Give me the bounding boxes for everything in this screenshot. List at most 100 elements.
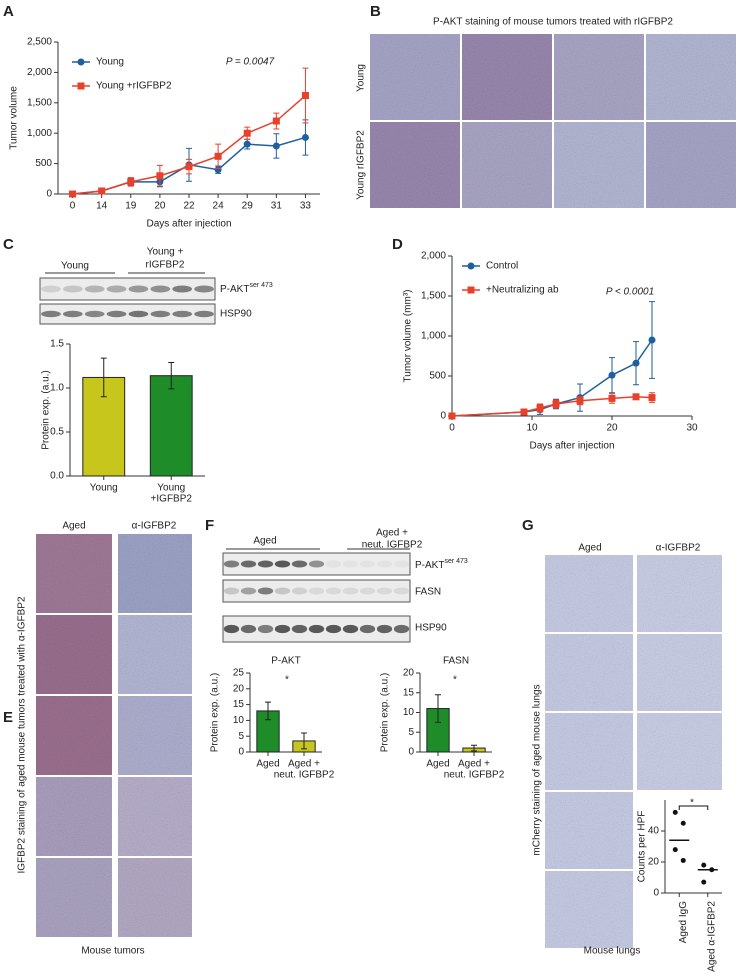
- blot-band: [308, 560, 325, 568]
- row-label: Young: [356, 64, 367, 92]
- y-tick-label: 20: [233, 683, 245, 694]
- group-label: rIGFBP2: [146, 260, 185, 271]
- x-tick-label: neut. IGFBP2: [274, 770, 335, 781]
- blot-band: [257, 587, 274, 595]
- y-tick-label: 1,500: [421, 291, 446, 302]
- error-bar: [301, 732, 307, 750]
- blot-band: [291, 624, 308, 634]
- data-point: [672, 809, 678, 815]
- y-tick-label: 0: [46, 189, 52, 200]
- blot-band: [150, 310, 171, 318]
- micrograph-texture: [36, 858, 112, 937]
- data-point: [672, 847, 678, 853]
- y-tick-label: 20: [648, 857, 660, 868]
- blot: [39, 303, 216, 325]
- blot-band: [393, 587, 410, 595]
- y-tick-label: 1,000: [421, 331, 446, 342]
- legend-label: Control: [486, 261, 518, 272]
- data-point: [608, 394, 616, 402]
- data-point: [214, 166, 222, 174]
- x-tick-label: 14: [96, 201, 108, 212]
- annotation: P < 0.0001: [606, 287, 654, 298]
- data-point: [648, 336, 656, 344]
- annotation: *: [453, 675, 457, 686]
- data-point: [648, 394, 656, 402]
- data-point: [77, 58, 85, 66]
- micrograph-texture: [637, 634, 722, 711]
- micrograph-texture: [545, 792, 633, 869]
- micrograph-texture: [462, 122, 552, 208]
- significance-bracket: [678, 805, 709, 810]
- error-bar: [168, 361, 175, 390]
- micrograph-texture: [36, 534, 112, 613]
- y-axis-label: Protein exp. (a.u.): [210, 673, 221, 752]
- blot-band: [342, 587, 359, 595]
- data-point: [632, 393, 640, 401]
- band-label: P-AKTser 473: [220, 282, 273, 295]
- blot-band: [342, 560, 359, 568]
- y-tick-label: 0.5: [50, 427, 64, 438]
- legend-label: Young: [96, 57, 124, 68]
- y-tick-label: 2,500: [27, 37, 52, 48]
- blot-band: [106, 285, 127, 293]
- column-label: α-IGFBP2: [656, 543, 701, 554]
- micrograph-texture: [118, 696, 192, 775]
- y-tick-label: 1.5: [50, 339, 64, 350]
- micrograph-texture: [637, 713, 722, 790]
- annotation: P = 0.0047: [226, 57, 275, 68]
- x-tick-label: 31: [271, 201, 283, 212]
- data-point: [448, 412, 456, 420]
- blot-band: [325, 624, 342, 634]
- data-point: [608, 371, 616, 379]
- blot-band: [62, 285, 83, 293]
- x-tick-label: 0: [449, 423, 455, 434]
- blot-band: [291, 587, 308, 595]
- blot-band: [150, 285, 171, 293]
- x-tick-label: 0: [70, 201, 76, 212]
- y-tick-label: 2,000: [421, 251, 446, 262]
- x-tick-label: 33: [300, 201, 312, 212]
- blot-band: [223, 624, 240, 634]
- y-tick-label: 1,500: [27, 97, 52, 108]
- micrograph-texture: [637, 555, 722, 632]
- micrograph-texture: [545, 713, 633, 790]
- x-tick-label: Aged: [256, 759, 279, 770]
- row-label: Young rIGFBP2: [356, 130, 367, 200]
- micrograph-texture: [118, 858, 192, 937]
- layout: [36, 34, 736, 948]
- data-point: [185, 163, 193, 171]
- blot-band: [240, 560, 257, 568]
- band-label: P-AKTser 473: [415, 558, 468, 571]
- y-tick-label: 0: [238, 747, 244, 758]
- y-axis-label: Protein exp. (a.u.): [41, 370, 52, 449]
- blot-band: [359, 587, 376, 595]
- y-axis-label: Tumor volume: [9, 86, 20, 150]
- data-point: [69, 190, 77, 198]
- data-point: [98, 187, 106, 195]
- blot-band: [128, 310, 149, 318]
- y-tick-label: 10: [233, 715, 245, 726]
- panel-label: E: [3, 709, 13, 726]
- blot-band: [257, 560, 274, 568]
- error-bar: [471, 744, 477, 752]
- data-point: [272, 142, 280, 150]
- error-bar: [100, 357, 107, 398]
- micrograph-texture: [36, 777, 112, 856]
- blot-band: [84, 285, 105, 293]
- data-point: [467, 262, 475, 270]
- blot: [222, 579, 411, 603]
- x-tick-label: Aged: [426, 759, 449, 770]
- blot-band: [172, 310, 193, 318]
- panel-label: C: [3, 236, 14, 253]
- panel-label: A: [3, 3, 14, 20]
- y-tick-label: 20: [403, 668, 415, 679]
- column-label: Aged: [62, 521, 85, 532]
- x-tick-label: Aged +: [288, 759, 320, 770]
- data-point: [77, 82, 85, 90]
- bar: [149, 375, 193, 477]
- micrograph-texture: [118, 777, 192, 856]
- band-label: HSP90: [220, 309, 252, 320]
- y-axis-label: Protein exp. (a.u.): [380, 673, 391, 752]
- y-tick-label: 0: [408, 747, 414, 758]
- x-tick-label: 19: [125, 201, 137, 212]
